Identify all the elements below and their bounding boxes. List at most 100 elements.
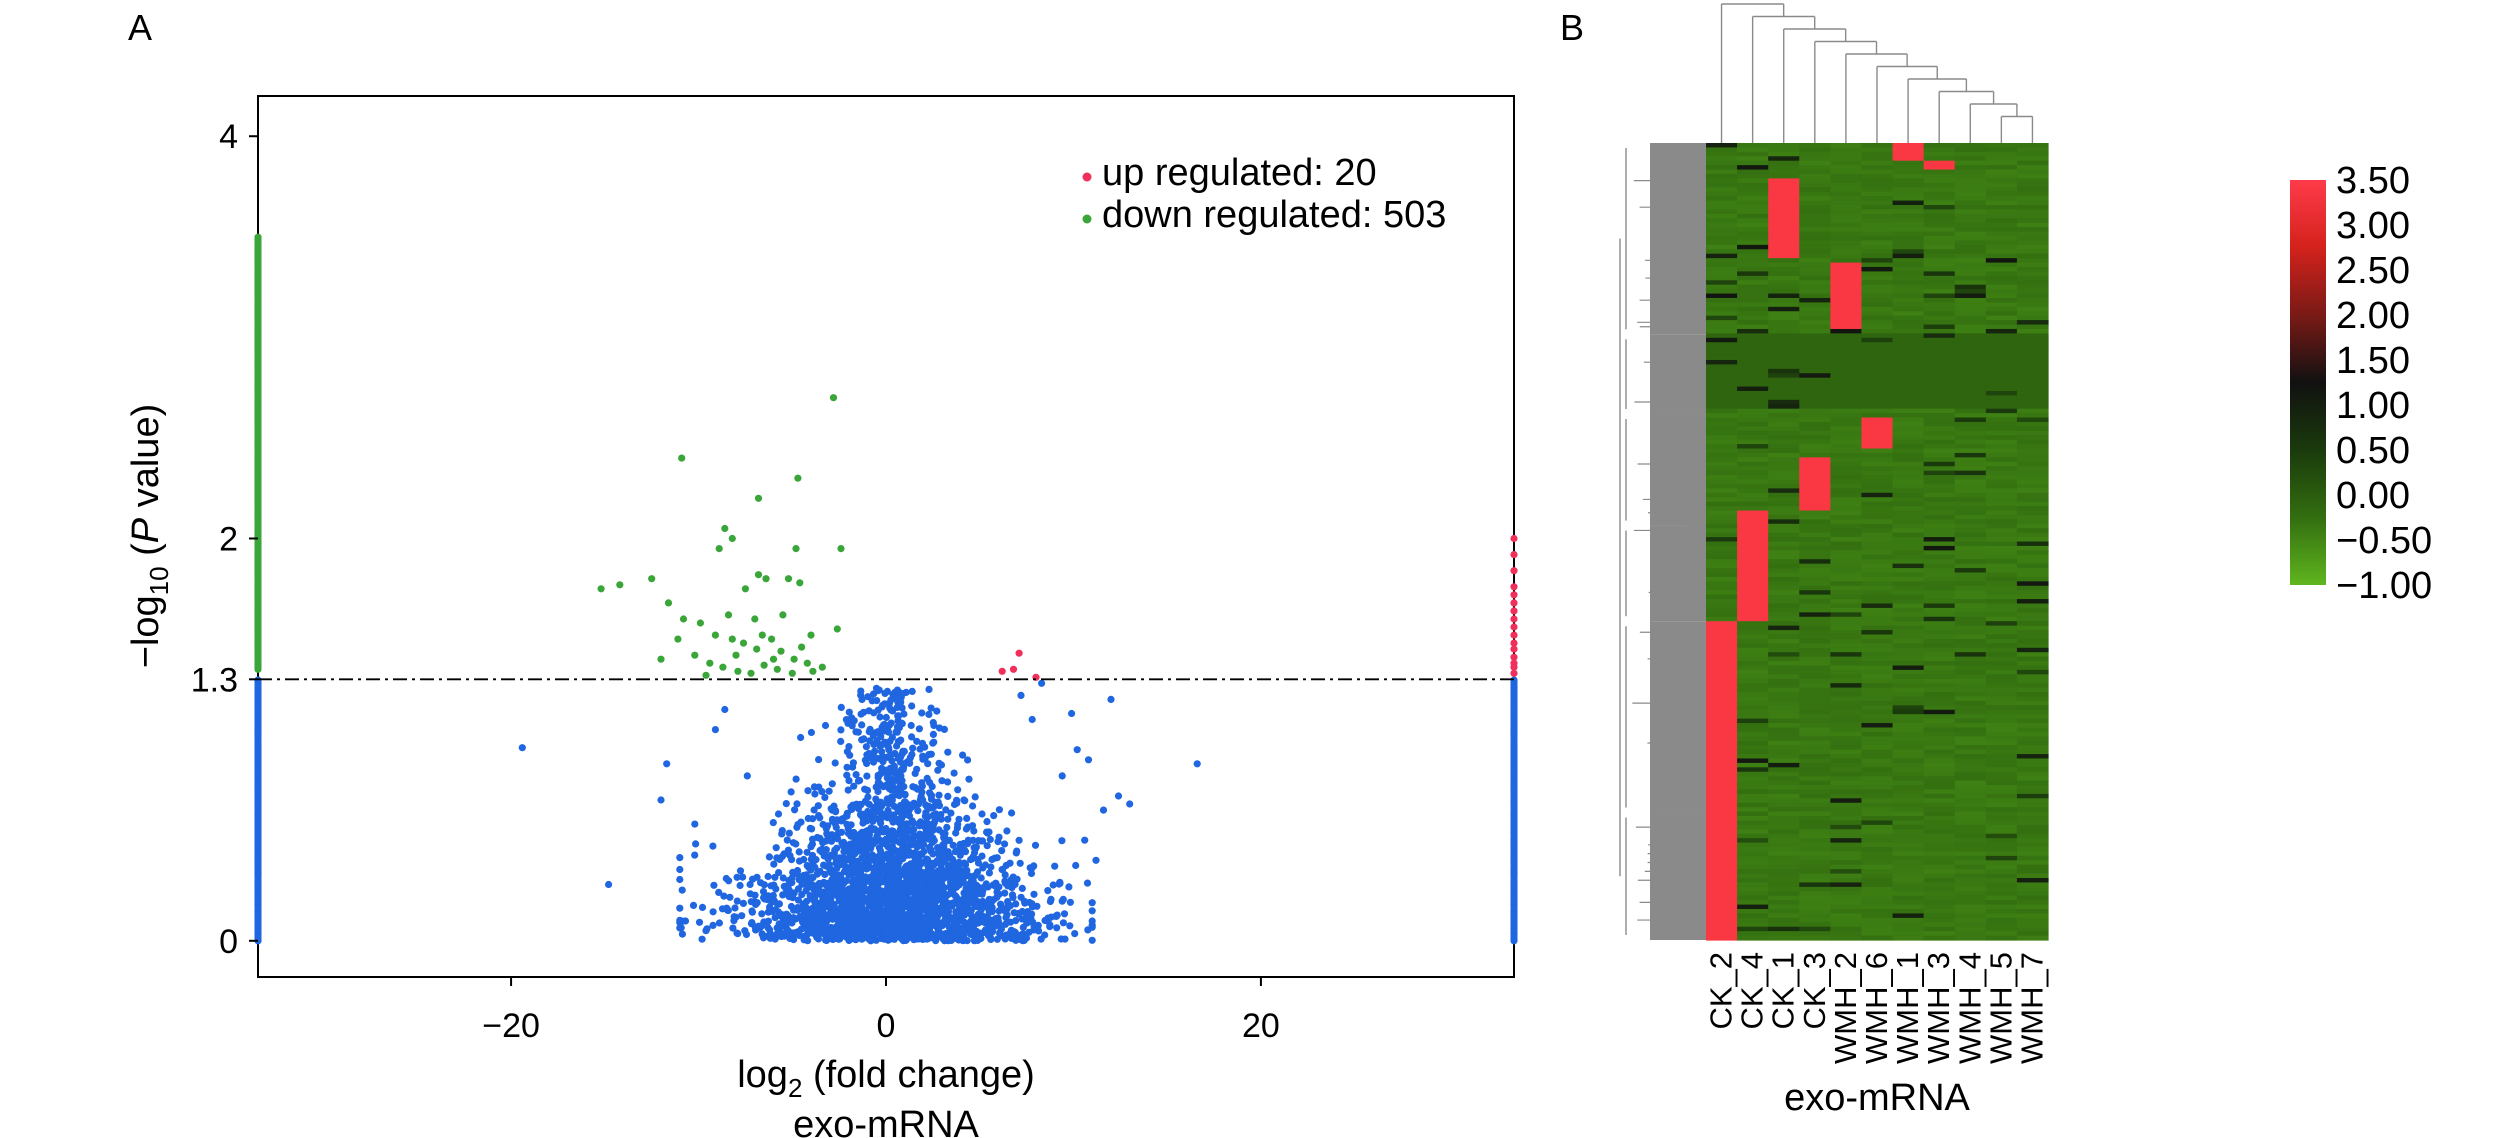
ns-point: [787, 788, 795, 796]
heatmap-cell: [1954, 222, 1987, 228]
heatmap-cell: [1861, 718, 1894, 724]
heatmap-cell: [1799, 731, 1831, 737]
ns-point: [995, 806, 1004, 814]
heatmap-cell: [1861, 151, 1894, 157]
heatmap-cell: [1892, 266, 1925, 273]
heatmap-cell: [1861, 532, 1894, 538]
ns-point: [834, 835, 842, 843]
heatmap-cell: [1830, 368, 1863, 374]
heatmap-cell: [1923, 306, 1956, 312]
heatmap-cell: [1706, 643, 1738, 649]
heatmap-cell: [1923, 581, 1956, 587]
heatmap-cell: [1923, 373, 1956, 379]
ns-point: [962, 896, 971, 904]
heatmap-cell: [1706, 435, 1738, 441]
heatmap-cell: [1830, 656, 1863, 662]
heatmap-cell: [1768, 143, 1800, 149]
heatmap-cell: [1985, 302, 2018, 308]
heatmap-cell: [1830, 382, 1863, 388]
heatmap-cell: [1768, 249, 1800, 255]
heatmap-cell: [1768, 182, 1800, 188]
heatmap-cell: [1954, 793, 1987, 799]
heatmap-cell: [1706, 355, 1738, 361]
down-point: [674, 635, 682, 643]
heatmap-cell: [1830, 426, 1863, 432]
heatmap-cell: [1985, 390, 2018, 396]
heatmap-cell: [2016, 253, 2049, 259]
heatmap-cell: [1830, 545, 1863, 551]
heatmap-cell: [1861, 656, 1894, 662]
ns-point: [937, 861, 945, 869]
ns-point: [929, 739, 937, 747]
heatmap-cell: [1706, 714, 1738, 720]
heatmap-cell: [2016, 568, 2049, 574]
heatmap-cell: [1892, 147, 1925, 153]
heatmap-cell: [1737, 395, 1769, 401]
heatmap-cell: [1892, 187, 1925, 193]
heatmap-cell: [1985, 413, 2018, 419]
heatmap-cell: [2016, 785, 2049, 791]
heatmap-cell: [1799, 222, 1831, 228]
heatmap-cell: [1954, 700, 1987, 706]
ns-point: [804, 929, 812, 937]
heatmap-cell: [2016, 563, 2049, 569]
heatmap-cell: [1737, 337, 1769, 343]
heatmap-cell: [2016, 528, 2049, 534]
heatmap-cell: [1861, 426, 1894, 432]
heatmap-cell: [1923, 413, 1956, 419]
heatmap-cell: [1954, 492, 1987, 498]
heatmap-cell: [1768, 780, 1800, 786]
heatmap-cell: [1706, 382, 1738, 388]
heatmap-cell: [1706, 554, 1738, 560]
heatmap-cell: [1923, 656, 1956, 662]
ns-point: [753, 873, 761, 881]
ns-point: [974, 936, 982, 945]
heatmap-cell: [1861, 461, 1894, 467]
heatmap-cell: [1799, 413, 1831, 419]
ns-point: [710, 881, 718, 889]
heatmap-cell: [1892, 302, 1925, 308]
heatmap-cell: [1799, 235, 1831, 242]
heatmap-cell: [1799, 674, 1831, 680]
ns-point: [857, 687, 865, 695]
up-point: [1510, 591, 1518, 599]
heatmap-cell: [1861, 519, 1894, 525]
ns-point: [810, 928, 818, 936]
heatmap-cell: [1892, 439, 1925, 445]
up-point: [1510, 639, 1518, 647]
heatmap-cell: [1954, 284, 1987, 290]
ns-point: [1060, 910, 1069, 918]
ns-point: [928, 921, 937, 929]
ns-point: [926, 789, 934, 797]
heatmap-cell: [1923, 457, 1956, 463]
heatmap-cell: [1799, 492, 1831, 498]
heatmap-cell: [1923, 417, 1956, 423]
heatmap-cell: [1706, 621, 1738, 627]
heatmap-cell: [1954, 501, 1987, 507]
ns-point: [794, 821, 802, 829]
heatmap-cell: [1737, 754, 1769, 760]
heatmap-cell: [1923, 209, 1956, 215]
heatmap-cell: [1892, 501, 1925, 507]
heatmap-cell: [1706, 187, 1738, 193]
ns-point: [951, 848, 960, 856]
ns-point: [723, 904, 731, 912]
ns-point: [904, 873, 913, 881]
heatmap-cell: [2016, 297, 2049, 303]
heatmap-cell: [1923, 572, 1956, 578]
ns-point: [1066, 898, 1074, 906]
ns-point: [944, 815, 952, 823]
heatmap-cell: [1830, 630, 1863, 636]
heatmap-cell: [2016, 506, 2049, 512]
heatmap-cell: [1985, 545, 2018, 551]
ns-point: [852, 771, 860, 779]
down-point: [734, 667, 742, 675]
ns-point: [862, 849, 870, 857]
heatmap-cell: [1985, 661, 2018, 667]
heatmap-cell: [1768, 364, 1800, 370]
heatmap-cell: [1985, 563, 2018, 569]
ns-point: [914, 800, 923, 808]
heatmap-cell: [1799, 284, 1831, 290]
heatmap-cell: [1923, 289, 1956, 295]
ns-point: [832, 924, 840, 933]
